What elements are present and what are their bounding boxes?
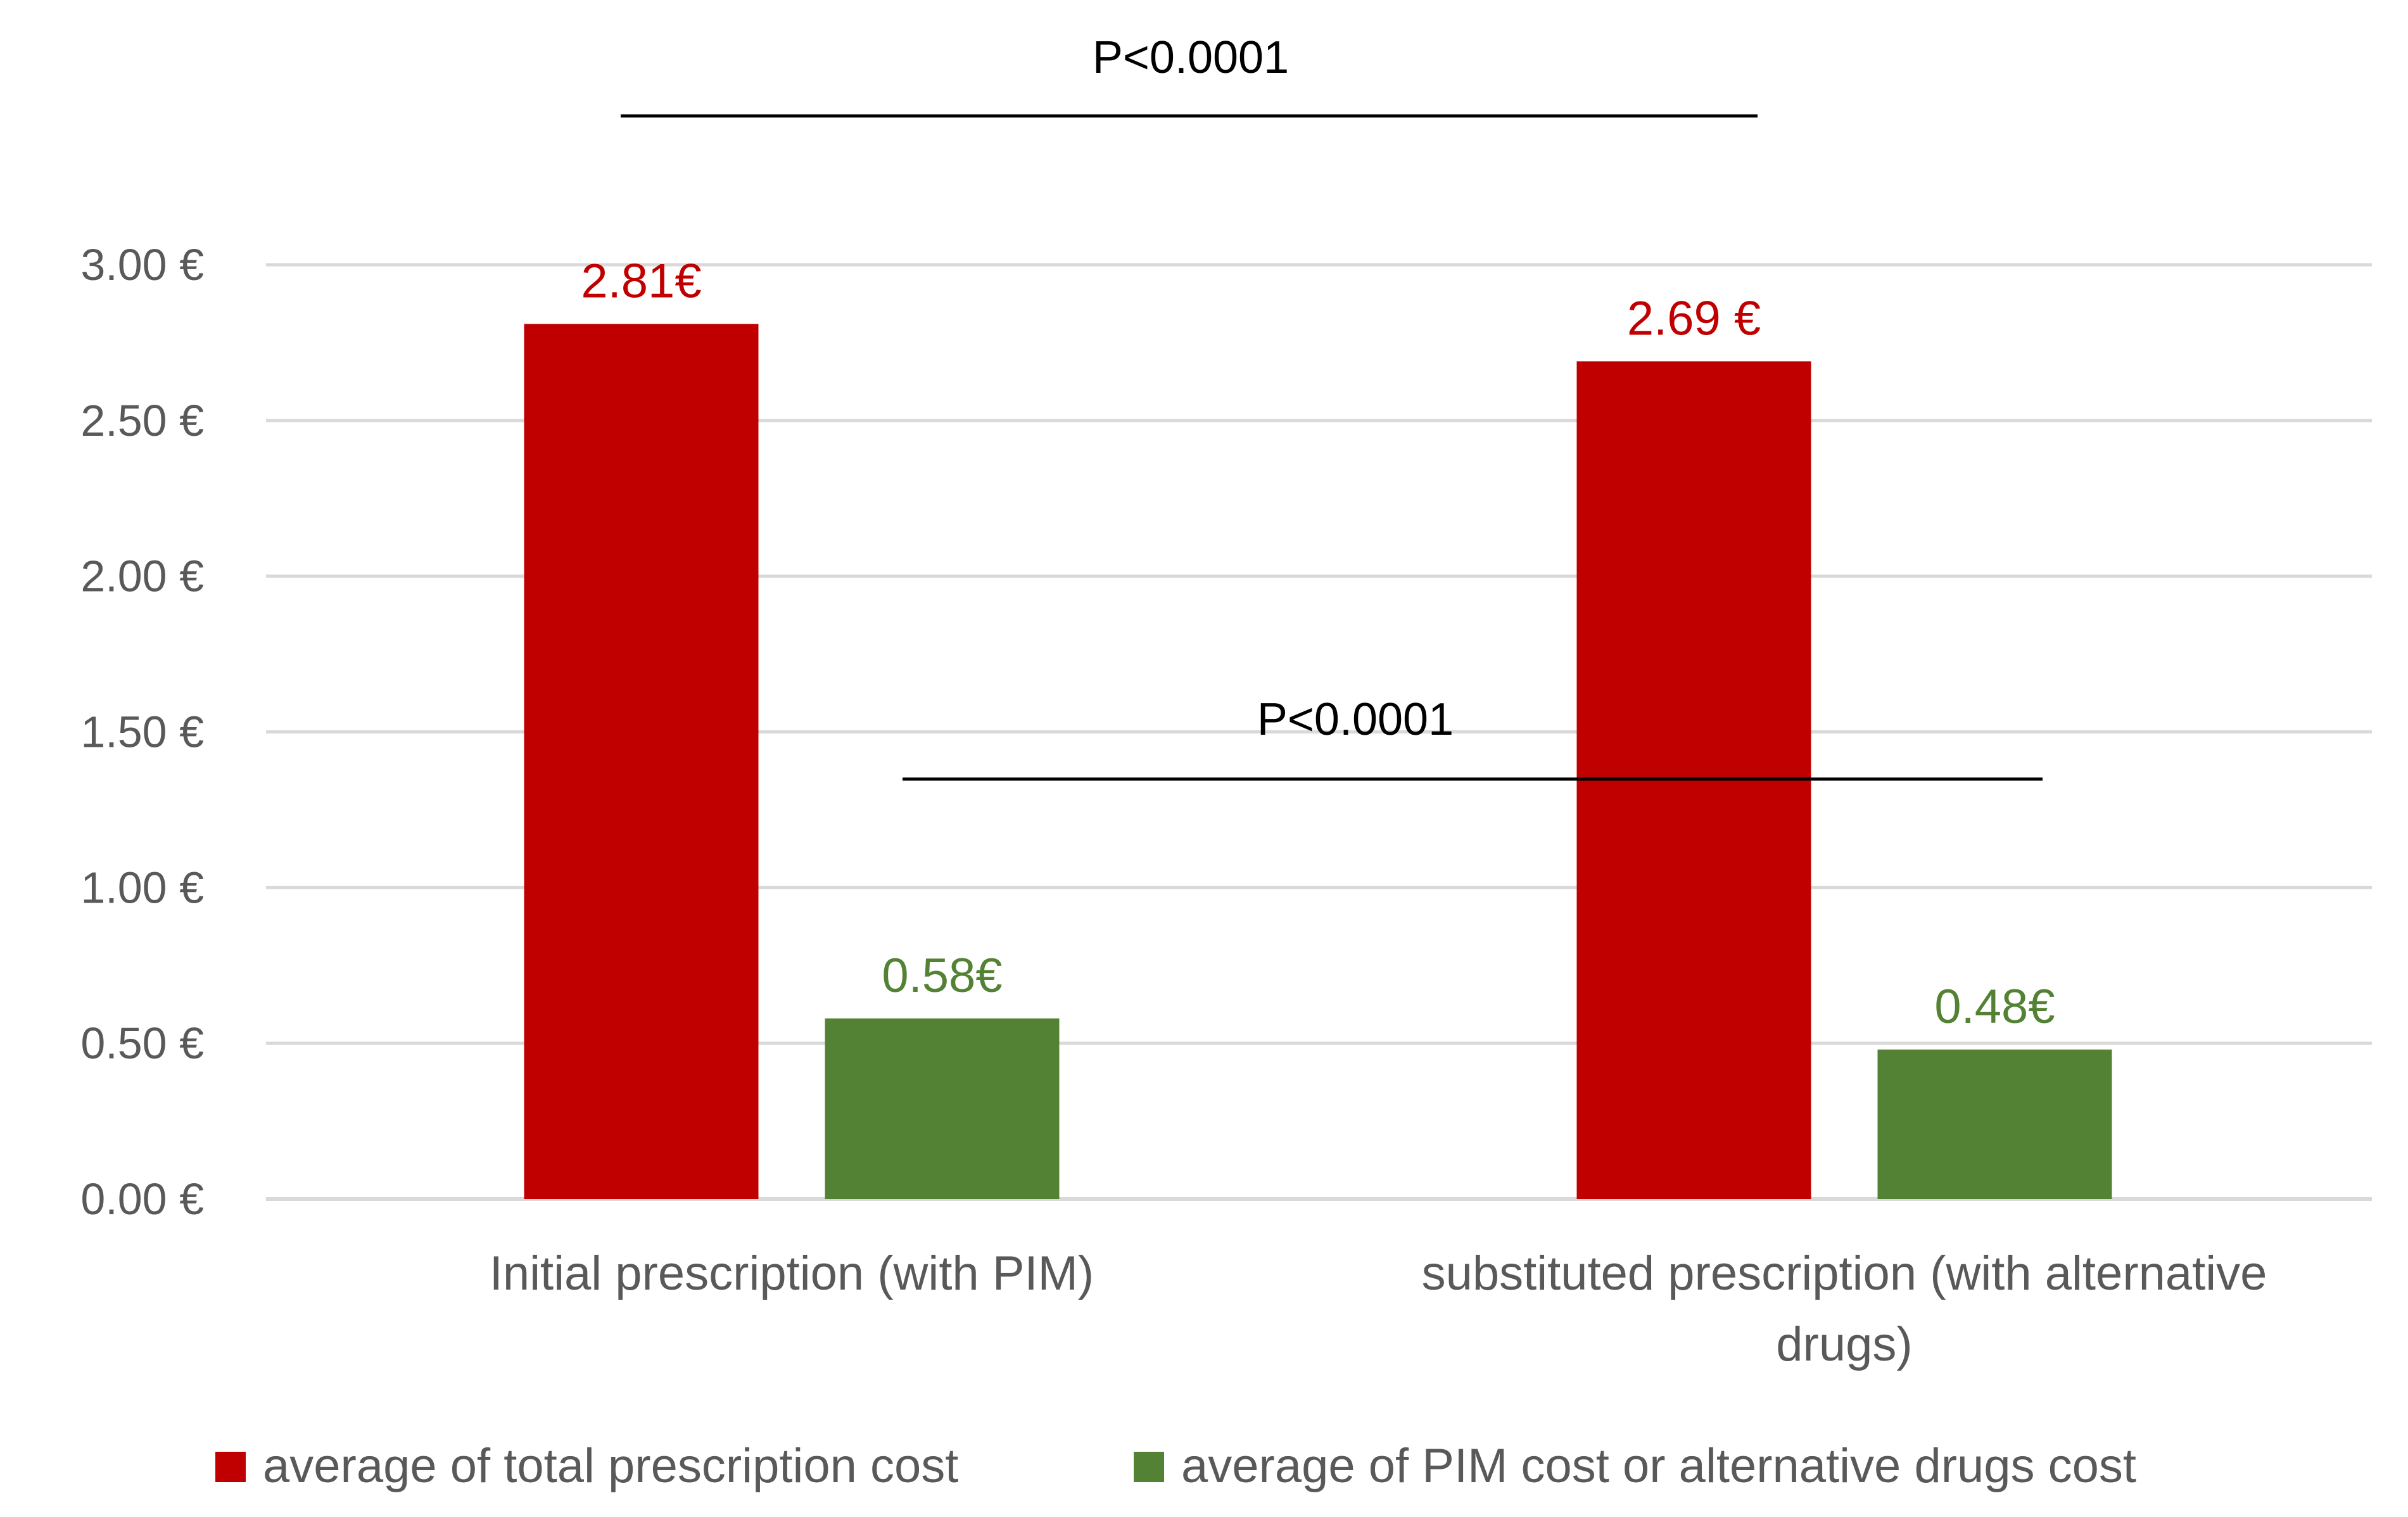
bars bbox=[524, 324, 2112, 1200]
p-value-label: P<0.0001 bbox=[1093, 32, 1289, 83]
category-label: substituted prescription (with alternati… bbox=[1422, 1247, 2267, 1300]
y-tick-label: 2.00 € bbox=[80, 552, 204, 601]
y-tick-label: 2.50 € bbox=[80, 396, 204, 445]
bar-series2-category1 bbox=[825, 1018, 1060, 1199]
y-tick-label: 0.50 € bbox=[80, 1019, 204, 1068]
legend: average of total prescription cost averag… bbox=[215, 1439, 2136, 1493]
legend-label: average of total prescription cost bbox=[263, 1439, 958, 1493]
data-label: 2.69 € bbox=[1627, 291, 1761, 345]
y-tick-label: 0.00 € bbox=[80, 1174, 204, 1224]
y-tick-label: 1.50 € bbox=[80, 708, 204, 757]
data-label: 0.58€ bbox=[882, 949, 1002, 1003]
data-label: 0.48€ bbox=[1934, 980, 2055, 1034]
significance-annotations: P<0.0001 P<0.0001 bbox=[621, 32, 2043, 781]
data-labels: 2.81€ 2.69 € 0.58€ 0.48€ bbox=[581, 254, 2055, 1034]
x-axis-category-labels: Initial prescription (with PIM) substitut… bbox=[490, 1247, 2267, 1371]
data-label: 2.81€ bbox=[581, 254, 701, 308]
y-tick-label: 3.00 € bbox=[80, 240, 204, 289]
legend-swatch bbox=[215, 1452, 246, 1482]
bar-series2-category2 bbox=[1877, 1050, 2112, 1199]
category-label: Initial prescription (with PIM) bbox=[490, 1247, 1094, 1300]
p-value-label: P<0.0001 bbox=[1257, 694, 1454, 745]
legend-label: average of PIM cost or alternative drugs… bbox=[1181, 1439, 2136, 1493]
category-label: drugs) bbox=[1776, 1317, 1912, 1371]
legend-swatch bbox=[1134, 1452, 1164, 1482]
y-axis-tick-labels: 0.00 € 0.50 € 1.00 € 1.50 € 2.00 € 2.50 € 3.00… bbox=[80, 240, 204, 1224]
bar-series1-category1 bbox=[524, 324, 759, 1200]
y-tick-label: 1.00 € bbox=[80, 863, 204, 912]
